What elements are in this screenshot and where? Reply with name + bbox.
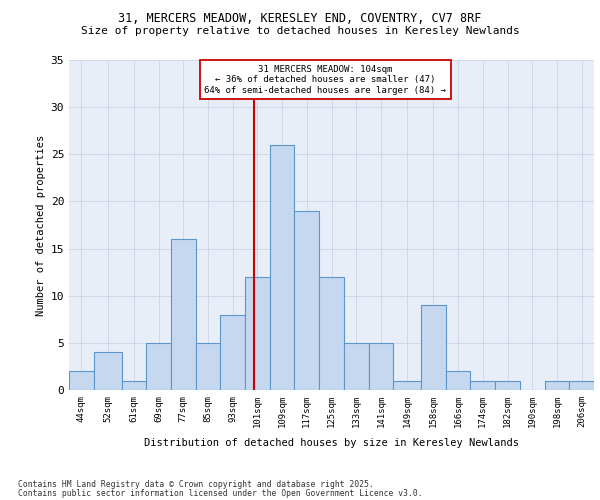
Bar	[171, 239, 196, 390]
Bar	[368, 343, 393, 390]
Text: Contains public sector information licensed under the Open Government Licence v3: Contains public sector information licen…	[18, 488, 422, 498]
Bar	[295, 211, 319, 390]
Bar	[122, 380, 146, 390]
Bar	[319, 277, 344, 390]
Bar	[421, 305, 446, 390]
Text: Size of property relative to detached houses in Keresley Newlands: Size of property relative to detached ho…	[80, 26, 520, 36]
Bar	[94, 352, 122, 390]
Bar	[196, 343, 220, 390]
Bar	[545, 380, 569, 390]
Bar	[393, 380, 421, 390]
Bar	[495, 380, 520, 390]
Bar	[344, 343, 368, 390]
Bar	[220, 314, 245, 390]
Text: 31 MERCERS MEADOW: 104sqm
← 36% of detached houses are smaller (47)
64% of semi-: 31 MERCERS MEADOW: 104sqm ← 36% of detac…	[205, 64, 446, 94]
Bar	[245, 277, 270, 390]
Text: 31, MERCERS MEADOW, KERESLEY END, COVENTRY, CV7 8RF: 31, MERCERS MEADOW, KERESLEY END, COVENT…	[118, 12, 482, 26]
Bar	[146, 343, 171, 390]
Bar	[446, 371, 470, 390]
Bar	[270, 145, 295, 390]
Bar	[470, 380, 495, 390]
Bar	[69, 371, 94, 390]
X-axis label: Distribution of detached houses by size in Keresley Newlands: Distribution of detached houses by size …	[144, 438, 519, 448]
Y-axis label: Number of detached properties: Number of detached properties	[37, 134, 46, 316]
Bar	[569, 380, 594, 390]
Text: Contains HM Land Registry data © Crown copyright and database right 2025.: Contains HM Land Registry data © Crown c…	[18, 480, 374, 489]
